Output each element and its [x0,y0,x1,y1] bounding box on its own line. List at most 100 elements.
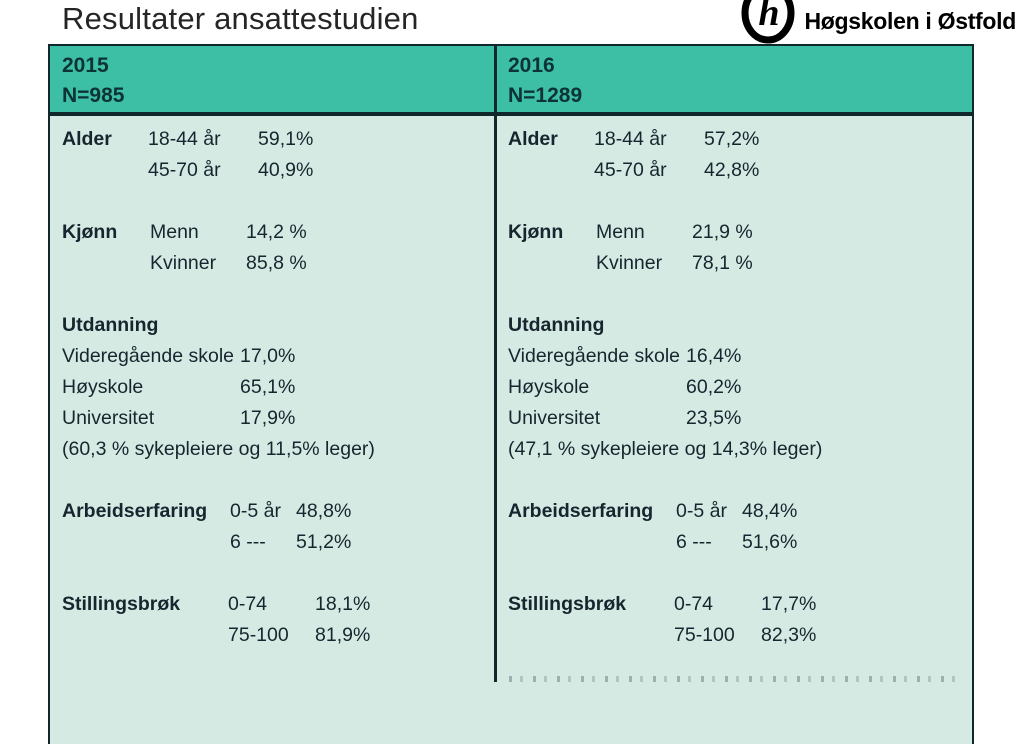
cell-category: 45-70 år [594,159,667,181]
cell-value: 17,7% [761,593,817,615]
row-utdanning-label: Utdanning [508,310,972,341]
row-utdanning-1: Videregående skole 17,0% [62,341,494,372]
row-utdanning-2: Høyskole 65,1% [62,372,494,403]
row-stillingsbrok-2: 75-100 82,3% [508,620,972,651]
row-arbeidserfaring-1: Arbeidserfaring 0-5 år 48,8% [62,496,494,527]
column-2016-body: Alder 18-44 år 57,2% 45-70 år 42,8% Kjønn Me… [494,116,972,682]
cell-value: 17,0% [240,345,296,367]
header-cell-2016: 2016 N=1289 [494,46,972,112]
label-arbeidserfaring: Arbeidserfaring [62,500,208,522]
svg-text:h: h [759,0,780,34]
row-utdanning-note: (60,3 % sykepleiere og 11,5% leger) [62,434,494,465]
row-kjonn-2: Kvinner 78,1 % [508,248,972,279]
cell-value: 21,9 % [692,221,753,243]
row-alder-1: Alder 18-44 år 57,2% [508,124,972,155]
section-gap [508,558,972,589]
results-table: 2015 N=985 2016 N=1289 Alder 18-44 år 59,1… [48,44,974,744]
row-stillingsbrok-2: 75-100 81,9% [62,620,494,651]
year-2015: 2015 [62,54,109,77]
section-gap [508,465,972,496]
row-utdanning-label: Utdanning [62,310,494,341]
row-stillingsbrok-1: Stillingsbrøk 0-74 18,1% [62,589,494,620]
cutoff-text-artifact [509,676,958,682]
table-header-row: 2015 N=985 2016 N=1289 [50,46,972,116]
cell-value: 60,2% [686,376,742,398]
cell-value: 42,8% [704,159,760,181]
cell-value: 51,2% [296,531,352,553]
year-2016: 2016 [508,54,555,77]
n-2016: N=1289 [508,84,583,107]
cell-value: 51,6% [742,531,798,553]
label-kjonn: Kjønn [508,221,564,243]
cell-category: Universitet [508,407,601,429]
cell-value: 16,4% [686,345,742,367]
cell-category: Menn [596,221,645,243]
cell-category: Kvinner [596,252,663,274]
row-kjonn-1: Kjønn Menn 14,2 % [62,217,494,248]
label-utdanning: Utdanning [508,314,605,336]
page-title: Resultater ansattestudien [62,1,419,36]
cell-category: 0-74 [228,593,268,615]
row-utdanning-note: (47,1 % sykepleiere og 14,3% leger) [508,434,972,465]
cell-value: 82,3% [761,624,817,646]
label-arbeidserfaring: Arbeidserfaring [508,500,654,522]
cell-category: Videregående skole [62,345,235,367]
label-kjonn: Kjønn [62,221,118,243]
section-gap [62,186,494,217]
cell-category: 18-44 år [148,128,221,150]
cell-value: 14,2 % [246,221,307,243]
section-gap [62,558,494,589]
label-alder: Alder [62,128,112,150]
cell-value: 65,1% [240,376,296,398]
cell-category: Høyskole [508,376,590,398]
label-stillingsbrok: Stillingsbrøk [508,593,627,615]
cell-value: 18,1% [315,593,371,615]
cell-value: 78,1 % [692,252,753,274]
cell-category: Menn [150,221,199,243]
row-alder-1: Alder 18-44 år 59,1% [62,124,494,155]
cell-category: 75-100 [228,624,289,646]
note-text: (47,1 % sykepleiere og 14,3% leger) [508,438,823,460]
note-text: (60,3 % sykepleiere og 11,5% leger) [62,438,375,460]
cell-category: 45-70 år [148,159,221,181]
cell-category: Videregående skole [508,345,681,367]
cell-category: 6 --- [230,531,266,553]
hogskolen-ostfold-logo: h Høgskolen i Østfold [740,0,1016,44]
header-cell-2015: 2015 N=985 [50,46,494,112]
cell-value: 48,8% [296,500,352,522]
row-kjonn-2: Kvinner 85,8 % [62,248,494,279]
cell-category: Kvinner [150,252,217,274]
row-alder-2: 45-70 år 42,8% [508,155,972,186]
row-utdanning-3: Universitet 17,9% [62,403,494,434]
n-2015: N=985 [62,84,125,107]
label-stillingsbrok: Stillingsbrøk [62,593,181,615]
label-alder: Alder [508,128,558,150]
row-stillingsbrok-1: Stillingsbrøk 0-74 17,7% [508,589,972,620]
cell-value: 85,8 % [246,252,307,274]
section-gap [62,279,494,310]
cell-value: 57,2% [704,128,760,150]
row-utdanning-2: Høyskole 60,2% [508,372,972,403]
cell-category: 6 --- [676,531,712,553]
row-alder-2: 45-70 år 40,9% [62,155,494,186]
cell-value: 81,9% [315,624,371,646]
row-arbeidserfaring-1: Arbeidserfaring 0-5 år 48,4% [508,496,972,527]
cell-category: 18-44 år [594,128,667,150]
cell-category: 0-5 år [230,500,281,522]
cell-category: Universitet [62,407,155,429]
row-utdanning-3: Universitet 23,5% [508,403,972,434]
cell-value: 59,1% [258,128,314,150]
section-gap [508,186,972,217]
row-arbeidserfaring-2: 6 --- 51,2% [62,527,494,558]
cell-category: 0-74 [674,593,714,615]
row-kjonn-1: Kjønn Menn 21,9 % [508,217,972,248]
logo-wordmark: Høgskolen i Østfold [804,7,1016,34]
cell-value: 23,5% [686,407,742,429]
cell-value: 17,9% [240,407,296,429]
cell-value: 40,9% [258,159,314,181]
row-utdanning-1: Videregående skole 16,4% [508,341,972,372]
section-gap [62,465,494,496]
table-body-row: Alder 18-44 år 59,1% 45-70 år 40,9% Kjønn Me… [50,116,972,682]
cell-value: 48,4% [742,500,798,522]
section-gap [508,279,972,310]
